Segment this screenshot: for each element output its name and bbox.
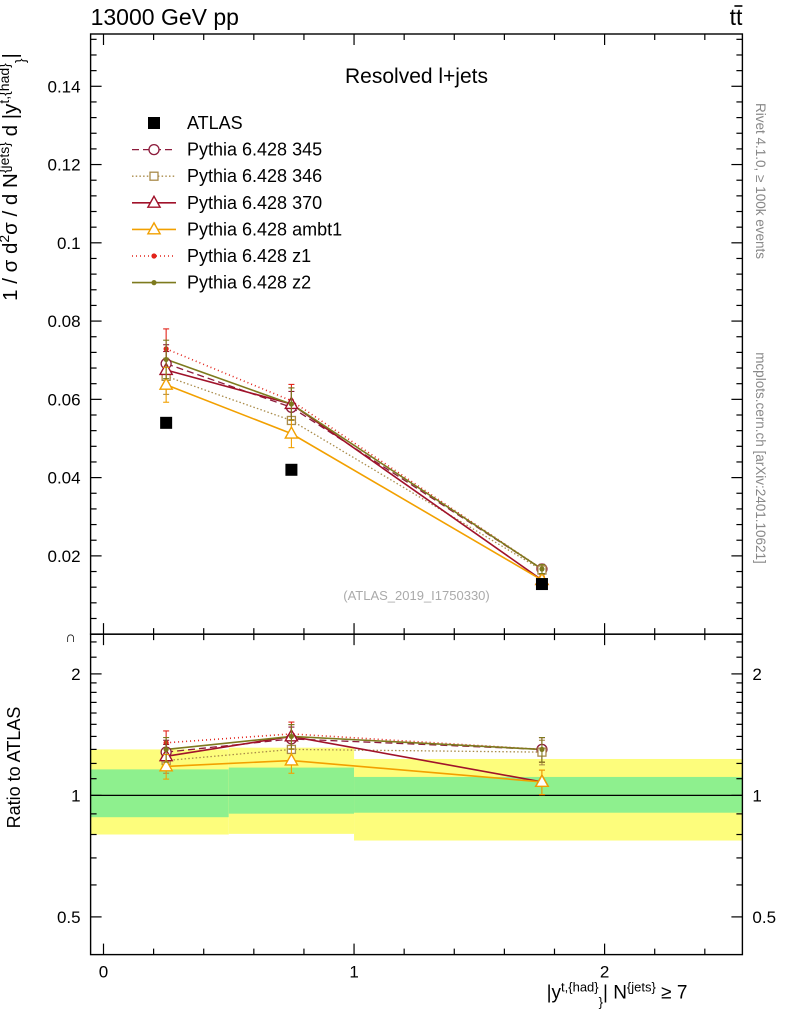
svg-text:0.5: 0.5 xyxy=(57,908,81,927)
svg-text:1: 1 xyxy=(349,963,358,982)
svg-text:tt: tt xyxy=(730,4,743,30)
svg-text:Pythia 6.428 z2: Pythia 6.428 z2 xyxy=(187,273,311,293)
svg-text:13000 GeV pp: 13000 GeV pp xyxy=(91,4,239,30)
svg-text:Pythia 6.428 z1: Pythia 6.428 z1 xyxy=(187,246,311,266)
svg-text:0.06: 0.06 xyxy=(48,390,81,409)
svg-text:1: 1 xyxy=(71,786,80,805)
svg-text:Resolved l+jets: Resolved l+jets xyxy=(345,65,488,88)
svg-text:∩: ∩ xyxy=(65,629,76,646)
svg-text:mcplots.cern.ch [arXiv:2401.10: mcplots.cern.ch [arXiv:2401.10621] xyxy=(753,352,768,564)
svg-text:Pythia 6.428 370: Pythia 6.428 370 xyxy=(187,193,322,213)
svg-text:1: 1 xyxy=(752,786,761,805)
svg-text:(ATLAS_2019_I1750330): (ATLAS_2019_I1750330) xyxy=(343,588,489,603)
svg-text:0: 0 xyxy=(99,963,108,982)
svg-text:0.5: 0.5 xyxy=(752,908,776,927)
svg-text:0.1: 0.1 xyxy=(57,234,81,253)
svg-text:0.02: 0.02 xyxy=(48,547,81,566)
svg-text:0.08: 0.08 xyxy=(48,312,81,331)
svg-text:2: 2 xyxy=(600,963,609,982)
svg-text:Pythia 6.428 345: Pythia 6.428 345 xyxy=(187,140,322,160)
svg-text:0.04: 0.04 xyxy=(48,469,81,488)
svg-text:Ratio to ATLAS: Ratio to ATLAS xyxy=(4,707,24,829)
svg-text:2: 2 xyxy=(71,665,80,684)
svg-text:2: 2 xyxy=(752,665,761,684)
svg-text:0.12: 0.12 xyxy=(48,156,81,175)
svg-text:Rivet 4.1.0, ≥ 100k events: Rivet 4.1.0, ≥ 100k events xyxy=(753,103,768,259)
svg-text:Pythia 6.428 346: Pythia 6.428 346 xyxy=(187,166,322,186)
svg-text:ATLAS: ATLAS xyxy=(187,113,243,133)
svg-text:0.14: 0.14 xyxy=(48,77,81,96)
svg-text:Pythia 6.428 ambt1: Pythia 6.428 ambt1 xyxy=(187,219,342,239)
